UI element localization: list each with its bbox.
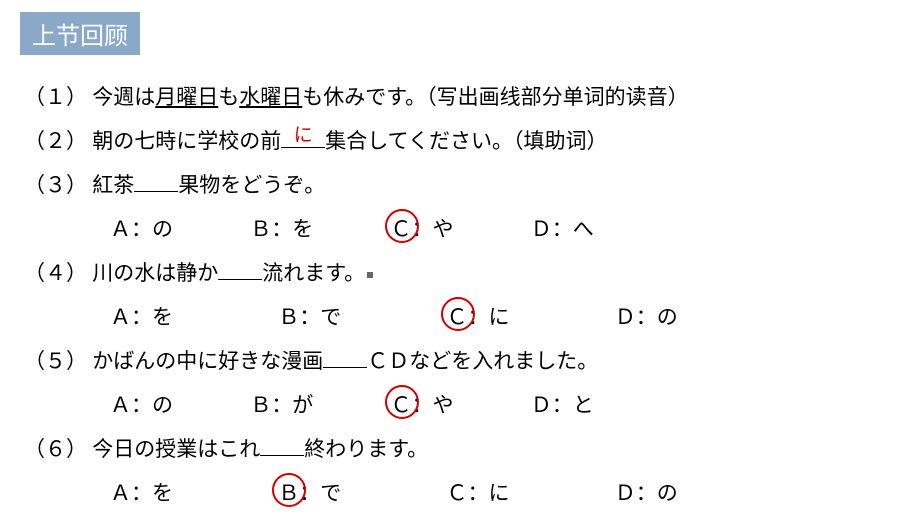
q3-opt-c: Ｃ：や [391, 213, 454, 243]
q5-a-label: Ａ：の [110, 393, 173, 417]
q5-opt-a: Ａ：の [110, 389, 173, 419]
question-2: （２） 朝の七時に学校の前に集合してください。（填助词） [24, 125, 896, 155]
q6-b-label: Ｂ：で [278, 481, 341, 505]
q4-pre: 川の水は静か [92, 261, 218, 285]
q6-opt-a: Ａ：を [110, 477, 173, 507]
q2-fill: に [294, 120, 313, 147]
q6-num: （６） [24, 437, 87, 461]
question-1: （１） 今週は月曜日も水曜日も休みです。（写出画线部分单词的读音） [24, 81, 896, 111]
question-4: （４） 川の水は静か 流れます。 [24, 257, 896, 287]
q5-c-label: Ｃ：や [391, 393, 454, 417]
q3-d-label: Ｄ：へ [531, 217, 594, 241]
q5-opt-c: Ｃ：や [391, 389, 454, 419]
q6-c-label: Ｃ：に [447, 481, 510, 505]
q4-d-label: Ｄ：の [615, 305, 678, 329]
q4-opt-d: Ｄ：の [615, 301, 678, 331]
q2-num: （２） [24, 129, 87, 153]
q5-b-label: Ｂ：が [250, 393, 313, 417]
q4-opt-a: Ａ：を [110, 301, 173, 331]
q5-num: （５） [24, 349, 87, 373]
dot-marker [367, 272, 373, 278]
q4-options: Ａ：を Ｂ：で Ｃ：に Ｄ：の [110, 301, 896, 331]
q3-blank [134, 170, 178, 192]
q6-opt-d: Ｄ：の [615, 477, 678, 507]
q1-post: も休みです。（写出画线部分单词的读音） [302, 85, 688, 109]
q2-pre: 朝の七時に学校の前 [92, 129, 281, 153]
q3-opt-b: Ｂ：を [250, 213, 313, 243]
q3-a-label: Ａ：の [110, 217, 173, 241]
q1-num: （１） [24, 85, 87, 109]
q6-d-label: Ｄ：の [615, 481, 678, 505]
q4-b-label: Ｂ：で [278, 305, 341, 329]
q3-num: （３） [24, 173, 87, 197]
q4-opt-c: Ｃ：に [447, 301, 510, 331]
q6-options: Ａ：を Ｂ：で Ｃ：に Ｄ：の [110, 477, 896, 507]
q6-pre: 今日の授業はこれ [92, 437, 260, 461]
q3-options: Ａ：の Ｂ：を Ｃ：や Ｄ：へ [110, 213, 896, 243]
q5-blank [323, 346, 367, 368]
question-3: （３） 紅茶 果物をどうぞ。 [24, 169, 896, 199]
q6-blank [260, 434, 304, 456]
q4-blank [218, 258, 262, 280]
q5-opt-d: Ｄ：と [531, 389, 594, 419]
q1-mid: も [218, 85, 239, 109]
q6-opt-c: Ｃ：に [447, 477, 510, 507]
q5-pre: かばんの中に好きな漫画 [92, 349, 323, 373]
q1-underline2: 水曜日 [239, 85, 302, 109]
q1-pre: 今週は [92, 85, 155, 109]
content-area: （１） 今週は月曜日も水曜日も休みです。（写出画线部分单词的读音） （２） 朝の… [0, 55, 920, 507]
section-header: 上节回顾 [20, 12, 140, 55]
q2-post: 集合してください。（填助词） [325, 129, 607, 153]
question-5: （５） かばんの中に好きな漫画 ＣＤなどを入れました。 [24, 345, 896, 375]
q3-opt-a: Ａ：の [110, 213, 173, 243]
q3-b-label: Ｂ：を [250, 217, 313, 241]
q5-options: Ａ：の Ｂ：が Ｃ：や Ｄ：と [110, 389, 896, 419]
q6-post: 終わります。 [304, 437, 428, 461]
q6-opt-b: Ｂ：で [278, 477, 341, 507]
q3-pre: 紅茶 [92, 173, 134, 197]
q5-post: ＣＤなどを入れました。 [367, 349, 598, 373]
q5-d-label: Ｄ：と [531, 393, 594, 417]
q4-num: （４） [24, 261, 87, 285]
question-6: （６） 今日の授業はこれ 終わります。 [24, 433, 896, 463]
q3-opt-d: Ｄ：へ [531, 213, 594, 243]
q1-underline1: 月曜日 [155, 85, 218, 109]
q4-post: 流れます。 [262, 261, 365, 285]
q2-blank: に [281, 126, 325, 148]
q5-opt-b: Ｂ：が [250, 389, 313, 419]
q6-a-label: Ａ：を [110, 481, 173, 505]
q3-post: 果物をどうぞ。 [178, 173, 325, 197]
q4-a-label: Ａ：を [110, 305, 173, 329]
q4-opt-b: Ｂ：で [278, 301, 341, 331]
q3-c-label: Ｃ：や [391, 217, 454, 241]
q4-c-label: Ｃ：に [447, 305, 510, 329]
